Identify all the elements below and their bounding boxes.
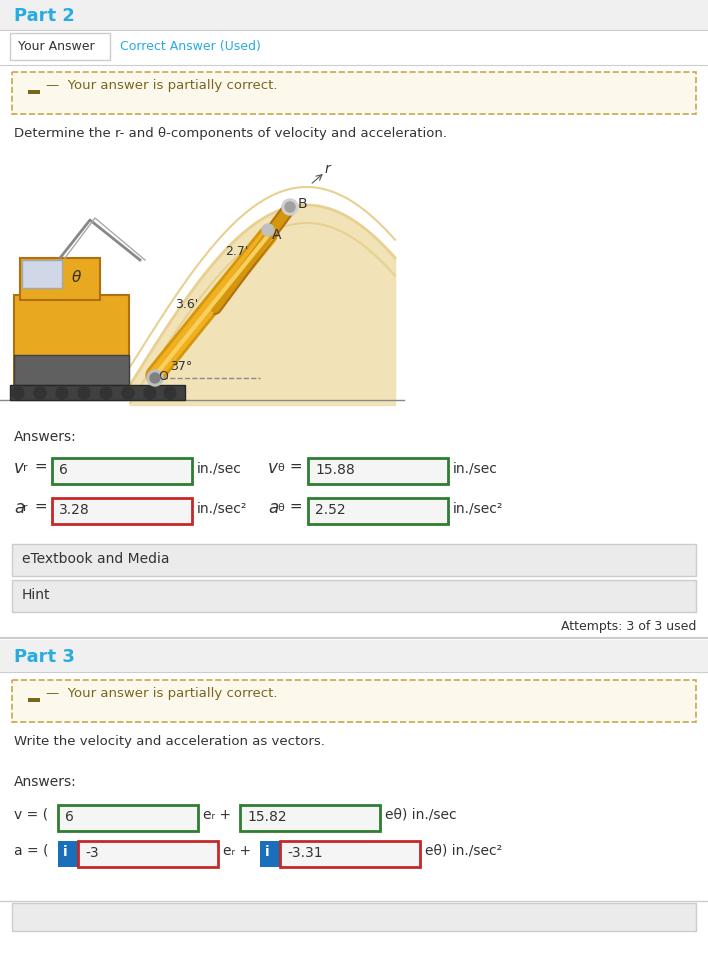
FancyBboxPatch shape [12, 680, 696, 722]
Text: i: i [265, 845, 270, 859]
FancyBboxPatch shape [14, 355, 129, 385]
Text: B: B [298, 197, 307, 211]
Circle shape [285, 202, 295, 212]
Circle shape [150, 373, 160, 383]
Circle shape [56, 387, 68, 399]
FancyBboxPatch shape [0, 640, 708, 672]
FancyBboxPatch shape [10, 148, 400, 416]
Text: r: r [23, 463, 28, 473]
FancyBboxPatch shape [308, 458, 448, 484]
Text: Determine the r- and θ-components of velocity and acceleration.: Determine the r- and θ-components of vel… [14, 127, 447, 140]
Text: 15.82: 15.82 [247, 810, 287, 824]
Circle shape [122, 387, 134, 399]
Circle shape [164, 387, 176, 399]
Circle shape [78, 387, 90, 399]
Text: =: = [285, 459, 302, 474]
Text: Answers:: Answers: [14, 430, 76, 444]
FancyBboxPatch shape [14, 295, 129, 385]
Text: -3.31: -3.31 [287, 846, 323, 860]
FancyBboxPatch shape [52, 458, 192, 484]
Text: a = (: a = ( [14, 844, 49, 858]
Text: θ: θ [277, 463, 284, 473]
Text: =: = [30, 499, 47, 514]
Text: =: = [30, 459, 47, 474]
Text: in./sec: in./sec [453, 462, 498, 476]
Text: —  Your answer is partially correct.: — Your answer is partially correct. [46, 79, 278, 92]
FancyBboxPatch shape [0, 0, 708, 30]
Text: Attempts: 3 of 3 used: Attempts: 3 of 3 used [561, 620, 696, 633]
Text: r: r [23, 503, 28, 513]
FancyBboxPatch shape [260, 841, 280, 867]
FancyBboxPatch shape [12, 72, 696, 114]
Circle shape [12, 387, 24, 399]
Text: eθ) in./sec²: eθ) in./sec² [425, 844, 502, 858]
FancyBboxPatch shape [20, 258, 100, 300]
Text: Part 3: Part 3 [14, 648, 75, 666]
Text: in./sec²: in./sec² [197, 502, 247, 516]
Text: 3.6': 3.6' [175, 298, 198, 311]
Text: in./sec: in./sec [197, 462, 242, 476]
FancyBboxPatch shape [280, 841, 420, 867]
Text: 2.52: 2.52 [315, 503, 346, 517]
Circle shape [147, 370, 163, 386]
Text: A: A [272, 228, 282, 242]
Text: =: = [285, 499, 302, 514]
Circle shape [144, 387, 156, 399]
Text: Part 2: Part 2 [14, 7, 75, 25]
Text: eᵣ +: eᵣ + [223, 844, 251, 858]
FancyBboxPatch shape [0, 30, 708, 65]
Circle shape [262, 224, 274, 236]
Text: i: i [63, 845, 68, 859]
FancyBboxPatch shape [308, 498, 448, 524]
FancyBboxPatch shape [22, 260, 62, 288]
Text: -3: -3 [85, 846, 98, 860]
Text: in./sec²: in./sec² [453, 502, 503, 516]
Text: 15.88: 15.88 [315, 463, 355, 477]
FancyBboxPatch shape [58, 805, 198, 831]
Circle shape [34, 387, 46, 399]
Text: 37°: 37° [170, 360, 193, 373]
Text: 2.7': 2.7' [225, 245, 249, 258]
Text: Correct Answer (Used): Correct Answer (Used) [120, 40, 261, 53]
Text: v: v [14, 459, 24, 477]
Text: a: a [268, 499, 278, 517]
FancyBboxPatch shape [12, 903, 696, 931]
Text: —  Your answer is partially correct.: — Your answer is partially correct. [46, 687, 278, 700]
Text: r: r [325, 162, 331, 176]
FancyBboxPatch shape [12, 580, 696, 612]
FancyBboxPatch shape [240, 805, 380, 831]
FancyBboxPatch shape [10, 385, 185, 400]
Text: eθ) in./sec: eθ) in./sec [385, 808, 457, 822]
FancyBboxPatch shape [10, 33, 110, 60]
Text: Your Answer: Your Answer [18, 40, 95, 53]
FancyBboxPatch shape [52, 498, 192, 524]
FancyBboxPatch shape [28, 90, 40, 94]
Circle shape [282, 199, 298, 215]
Circle shape [100, 387, 112, 399]
FancyBboxPatch shape [58, 841, 78, 867]
Text: a: a [14, 499, 24, 517]
Text: 6: 6 [59, 463, 68, 477]
Text: θ: θ [72, 270, 81, 285]
Text: θ: θ [277, 503, 284, 513]
FancyBboxPatch shape [12, 544, 696, 576]
Text: Write the velocity and acceleration as vectors.: Write the velocity and acceleration as v… [14, 735, 325, 748]
Text: eᵣ +: eᵣ + [203, 808, 231, 822]
Text: 3.28: 3.28 [59, 503, 90, 517]
FancyBboxPatch shape [28, 698, 40, 702]
Text: Hint: Hint [22, 588, 50, 602]
Text: v: v [268, 459, 278, 477]
Text: O: O [158, 370, 168, 383]
Text: 6: 6 [65, 810, 74, 824]
Text: v = (: v = ( [14, 808, 48, 822]
Text: Answers:: Answers: [14, 775, 76, 789]
Text: eTextbook and Media: eTextbook and Media [22, 552, 169, 566]
FancyBboxPatch shape [78, 841, 218, 867]
